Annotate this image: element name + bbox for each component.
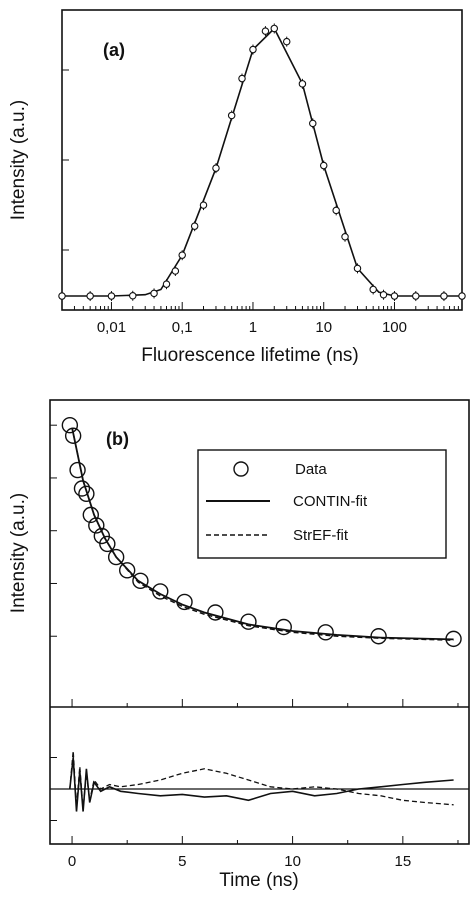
b-contin-fit-line (71, 427, 454, 641)
b-stref-fit-line (71, 427, 454, 641)
b-data-point (176, 593, 193, 611)
a-data-point (58, 292, 66, 300)
a-data-point (178, 251, 186, 259)
a-x-tick-label: 10 (315, 319, 332, 336)
a-data-point (353, 264, 362, 273)
a-x-tick-label: 0,01 (97, 319, 126, 336)
b-data-point (445, 630, 462, 648)
a-data-point (319, 161, 328, 170)
a-data-point (162, 280, 171, 288)
a-fit-line (62, 27, 462, 297)
b-data-point (78, 485, 95, 502)
a-x-tick-label: 100 (382, 319, 407, 336)
a-data-point (379, 290, 388, 299)
a-data-point (212, 164, 220, 172)
b-data-point (152, 583, 169, 600)
panel-b-marks (61, 416, 462, 648)
a-data-point (129, 292, 137, 300)
legend-box (197, 449, 447, 559)
a-data-point (309, 119, 317, 128)
b-data-point (132, 572, 149, 590)
panel-b-legend: Data CONTIN-fit StrEF-fit (197, 449, 447, 559)
b-data-point (64, 427, 82, 444)
panel-b-residual-marks (50, 750, 469, 812)
b-data-point (207, 604, 224, 621)
a-data-point (107, 292, 116, 300)
a-data-point (341, 232, 349, 241)
a-data-point (440, 292, 448, 300)
b-data-point (61, 416, 79, 434)
a-data-point (150, 289, 158, 298)
legend-stref-text: StrEF-fit (293, 527, 349, 544)
b-x-tick-label: 0 (68, 853, 76, 870)
b-x-tick-label: 10 (284, 853, 301, 870)
b-data-point (118, 562, 136, 579)
b-data-point (82, 506, 99, 524)
panel-b-y-axis-label: Intensity (a.u.) (8, 493, 29, 613)
b-x-tick-label: 15 (394, 853, 411, 870)
a-data-point (412, 292, 420, 300)
b-x-tick-label: 5 (178, 853, 186, 870)
a-data-point (458, 292, 466, 300)
a-data-point (332, 206, 340, 215)
legend-contin-text: CONTIN-fit (293, 493, 368, 510)
legend-data-text: Data (295, 461, 327, 478)
a-data-point (171, 267, 180, 275)
panel-b: (b) Time (ns) Intensity (a.u.) Data CONT… (8, 399, 470, 891)
panel-a-marks (58, 23, 466, 302)
a-data-point (238, 74, 246, 83)
a-x-tick-label: 0,1 (172, 319, 193, 336)
panel-b-frame (49, 399, 470, 845)
panel-b-label: (b) (106, 429, 129, 449)
b-data-point (275, 618, 292, 636)
b-data-point (317, 624, 334, 641)
panel-a-x-axis-label: Fluorescence lifetime (ns) (141, 345, 359, 366)
panel-a-ticks: 0,01 0,1 1 10 100 (61, 69, 463, 336)
a-data-point (298, 80, 307, 88)
panel-b-ticks: 0 5 10 15 (50, 424, 459, 870)
b-data-point (99, 535, 116, 553)
b-data-point (240, 613, 257, 630)
b-data-point (88, 517, 105, 534)
b-data-point (73, 480, 91, 497)
a-data-point (282, 37, 291, 46)
a-data-point (190, 222, 199, 230)
b-residual-contin (69, 757, 454, 812)
a-data-point (249, 45, 257, 54)
a-data-point (261, 27, 270, 35)
panel-a-label: (a) (103, 40, 125, 60)
panel-b-x-axis-label: Time (ns) (219, 870, 299, 891)
a-data-point (270, 24, 279, 33)
a-data-point (369, 285, 377, 294)
panel-a: (a) Fluorescence lifetime (ns) Intensity… (8, 9, 466, 366)
a-data-point (199, 201, 208, 209)
b-data-point (370, 628, 387, 645)
a-data-point (86, 292, 94, 300)
b-data-point (107, 548, 125, 566)
panel-a-y-axis-label: Intensity (a.u.) (8, 100, 29, 220)
a-data-point (390, 292, 399, 300)
a-x-tick-label: 1 (249, 319, 257, 336)
legend-data-marker (233, 461, 249, 477)
a-data-point (227, 111, 236, 120)
b-residual-stref (69, 750, 454, 810)
b-data-point (69, 461, 86, 479)
